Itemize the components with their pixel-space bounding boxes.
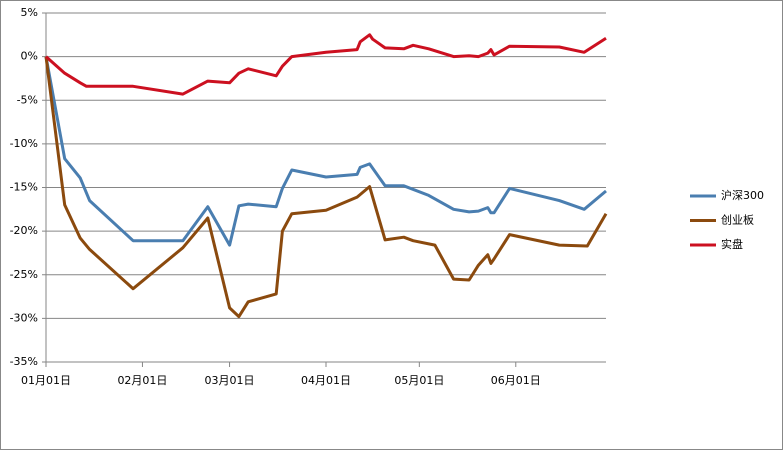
x-tick-label: 01月01日 — [21, 374, 71, 387]
y-tick-label: -30% — [10, 311, 38, 324]
x-tick-label: 02月01日 — [117, 374, 167, 387]
y-tick-label: -35% — [10, 355, 38, 368]
legend-label: 实盘 — [721, 237, 743, 251]
x-tick-label: 04月01日 — [301, 374, 351, 387]
x-tick-label: 03月01日 — [205, 374, 255, 387]
y-tick-label: -15% — [10, 181, 38, 194]
x-tick-label: 06月01日 — [491, 374, 541, 387]
series-line — [44, 56, 607, 247]
y-tick-label: 0% — [21, 50, 38, 63]
y-tick-label: -10% — [10, 137, 38, 150]
series-line — [44, 56, 608, 319]
legend-label: 沪深300 — [721, 188, 764, 202]
y-tick-label: -20% — [10, 224, 38, 237]
series-line — [45, 33, 607, 96]
y-tick-label: -5% — [17, 93, 38, 106]
y-tick-label: 5% — [21, 6, 38, 19]
y-tick-label: -25% — [10, 268, 38, 281]
x-tick-label: 05月01日 — [394, 374, 444, 387]
legend-label: 创业板 — [721, 213, 754, 227]
